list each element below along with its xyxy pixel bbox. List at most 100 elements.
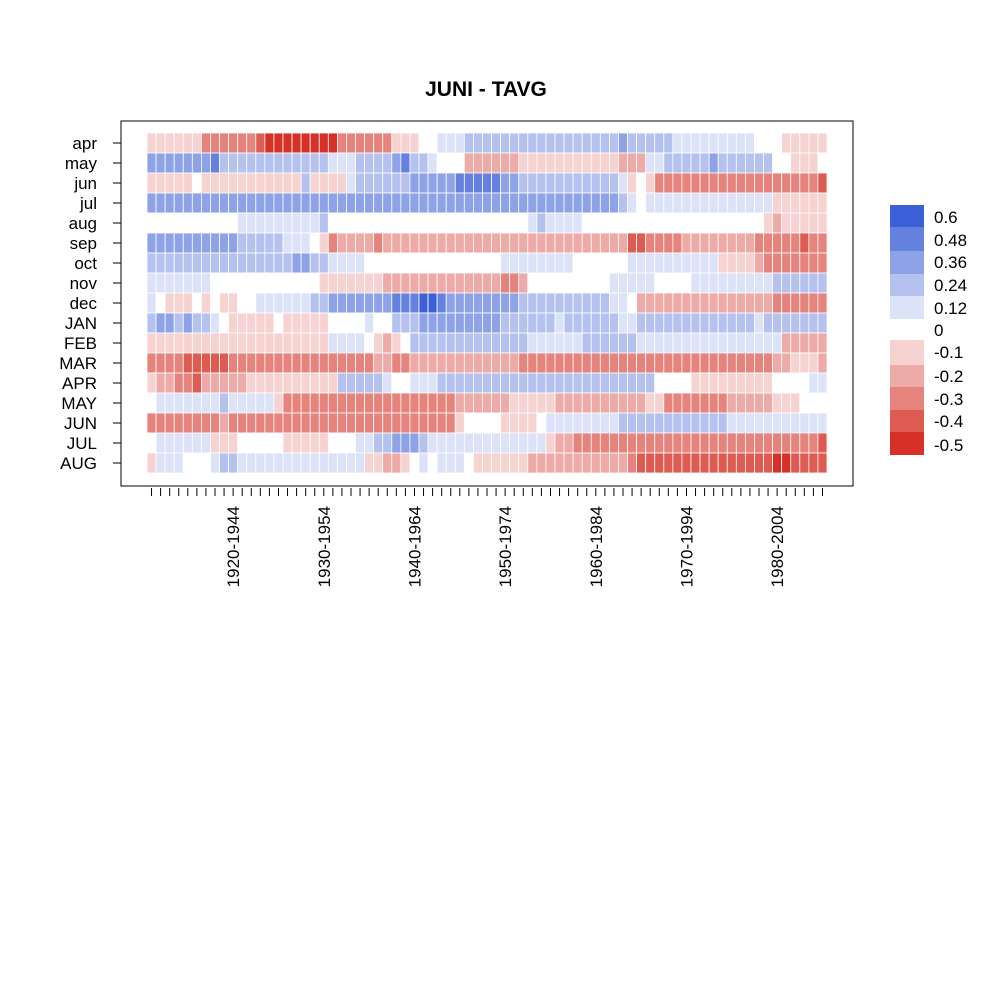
heatmap-cell: [590, 452, 601, 474]
heatmap-cell: [654, 352, 665, 374]
heatmap-cell: [663, 352, 674, 374]
heatmap-cell: [436, 232, 447, 254]
heatmap-cell: [164, 132, 175, 154]
heatmap-cell: [210, 132, 220, 154]
heatmap-cell: [237, 172, 248, 194]
heatmap-cell: [200, 452, 211, 474]
heatmap-cell: [246, 312, 257, 334]
heatmap-cell: [228, 252, 239, 274]
heatmap-cell: [681, 192, 692, 214]
heatmap-cell: [454, 352, 465, 374]
heatmap-cell: [817, 432, 828, 454]
heatmap-cell: [781, 452, 792, 474]
heatmap-cell: [463, 192, 474, 214]
heatmap-cell: [735, 452, 746, 474]
heatmap-cell: [255, 452, 266, 474]
heatmap-cell: [491, 312, 501, 334]
heatmap-cell: [155, 192, 166, 214]
row-label: JUN: [64, 414, 97, 433]
heatmap-cell: [654, 172, 665, 194]
heatmap-cell: [717, 152, 728, 174]
heatmap-cell: [436, 172, 447, 194]
heatmap-cell: [282, 232, 293, 254]
heatmap-cell: [618, 452, 628, 474]
legend-label: 0.12: [934, 299, 967, 318]
heatmap-cell: [726, 272, 737, 294]
heatmap-cell: [219, 292, 229, 314]
heatmap-cell: [336, 252, 347, 274]
heatmap-cell: [418, 392, 429, 414]
heatmap-cell: [717, 352, 728, 374]
heatmap-cell: [436, 192, 447, 214]
heatmap-cell: [228, 332, 239, 354]
heatmap-cell: [754, 332, 764, 354]
heatmap-cell: [545, 132, 556, 154]
heatmap-cell: [799, 452, 810, 474]
heatmap-cell: [500, 392, 511, 414]
heatmap-cell: [482, 212, 492, 234]
heatmap-cell: [536, 132, 547, 154]
heatmap-cell: [318, 232, 329, 254]
heatmap-cell: [418, 172, 429, 194]
heatmap-cell: [155, 252, 166, 274]
heatmap-cell: [436, 292, 447, 314]
heatmap-cell: [336, 392, 347, 414]
heatmap-cell: [318, 412, 329, 434]
heatmap-cell: [817, 152, 828, 174]
heatmap-cell: [690, 312, 701, 334]
heatmap-cell: [318, 312, 329, 334]
heatmap-cell: [708, 212, 719, 234]
heatmap-cell: [808, 432, 819, 454]
heatmap-cell: [735, 132, 746, 154]
heatmap-cell: [336, 192, 347, 214]
heatmap-cell: [754, 412, 764, 434]
heatmap-cell: [808, 212, 819, 234]
heatmap-cell: [409, 352, 420, 374]
heatmap-cell: [527, 392, 538, 414]
heatmap-cell: [536, 412, 547, 434]
heatmap-cell: [545, 152, 556, 174]
legend-label: -0.2: [934, 367, 963, 386]
heatmap-cell: [200, 312, 211, 334]
heatmap-cell: [572, 432, 583, 454]
heatmap-cell: [346, 352, 356, 374]
heatmap-cell: [708, 272, 719, 294]
heatmap-cell: [545, 192, 556, 214]
heatmap-cell: [155, 392, 166, 414]
heatmap-cell: [636, 252, 647, 274]
heatmap-cell: [772, 372, 783, 394]
heatmap-cell: [409, 152, 420, 174]
heatmap-cell: [572, 152, 583, 174]
heatmap-cell: [382, 212, 393, 234]
heatmap-cell: [454, 132, 465, 154]
heatmap-cell: [400, 412, 411, 434]
heatmap-cell: [164, 372, 175, 394]
heatmap-cell: [191, 352, 202, 374]
heatmap-cell: [255, 312, 266, 334]
heatmap-cell: [210, 412, 220, 434]
heatmap-cell: [282, 292, 293, 314]
heatmap-cell: [708, 252, 719, 274]
heatmap-cell: [445, 412, 456, 434]
heatmap-cell: [191, 212, 202, 234]
heatmap-cell: [246, 452, 257, 474]
heatmap-cell: [273, 192, 284, 214]
heatmap-cell: [246, 332, 257, 354]
heatmap-cell: [400, 252, 411, 274]
heatmap-cell: [627, 232, 638, 254]
heatmap-cell: [418, 432, 429, 454]
heatmap-cell: [291, 152, 302, 174]
heatmap-cell: [500, 352, 511, 374]
heatmap-cell: [155, 272, 166, 294]
heatmap-cell: [754, 232, 764, 254]
heatmap-cell: [246, 392, 257, 414]
heatmap-cell: [273, 212, 284, 234]
heatmap-cell: [717, 452, 728, 474]
heatmap-cell: [445, 152, 456, 174]
heatmap-cell: [745, 252, 755, 274]
heatmap-cell: [482, 272, 492, 294]
heatmap-cell: [273, 392, 284, 414]
heatmap-cell: [781, 312, 792, 334]
heatmap-cell: [472, 272, 483, 294]
heatmap-cell: [346, 252, 356, 274]
